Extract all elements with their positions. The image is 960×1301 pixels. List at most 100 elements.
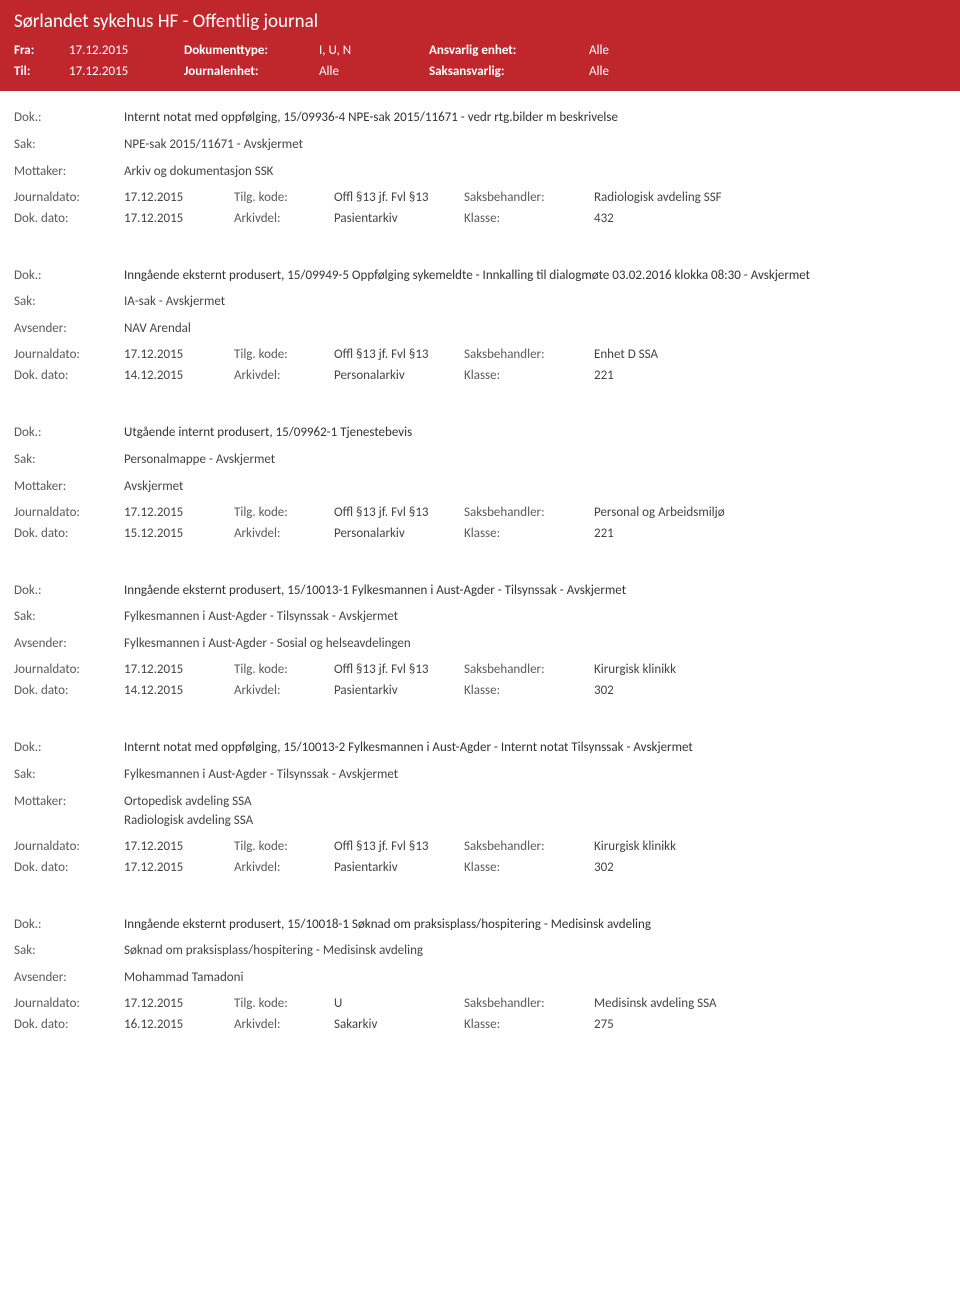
tilgkode-label: Tilg. kode: [234,996,334,1011]
meta-line: Dok. dato:15.12.2015Arkivdel:Personalark… [14,526,946,541]
dokdato-label: Dok. dato: [14,1017,124,1032]
saksansvarlig-value: Alle [589,64,689,79]
saksbehandler-value: Personal og Arbeidsmiljø [594,505,946,520]
dokdato-value: 14.12.2015 [124,368,234,383]
field-row: Dok.:Utgående internt produsert, 15/0996… [14,424,946,443]
journaldato-label: Journaldato: [14,190,124,205]
field-row: Sak:Fylkesmannen i Aust-Agder - Tilsynss… [14,608,946,627]
saksbehandler-label: Saksbehandler: [464,347,594,362]
til-label: Til: [14,64,69,79]
klasse-value: 275 [594,1017,946,1032]
field-row: Sak:Fylkesmannen i Aust-Agder - Tilsynss… [14,766,946,785]
field-value: NAV Arendal [124,320,946,339]
arkivdel-value: Personalarkiv [334,526,464,541]
klasse-label: Klasse: [464,211,594,226]
field-row: Dok.:Inngående eksternt produsert, 15/09… [14,267,946,286]
meta-line: Dok. dato:17.12.2015Arkivdel:Pasientarki… [14,860,946,875]
klasse-label: Klasse: [464,368,594,383]
field-row: Sak:IA-sak - Avskjermet [14,293,946,312]
field-label: Avsender: [14,320,124,339]
field-row: Sak:NPE-sak 2015/11671 - Avskjermet [14,136,946,155]
page-title: Sørlandet sykehus HF - Offentlig journal [14,10,946,33]
arkivdel-value: Pasientarkiv [334,860,464,875]
page-header: Sørlandet sykehus HF - Offentlig journal… [0,0,960,91]
ansvarlig-label: Ansvarlig enhet: [429,43,589,58]
klasse-value: 221 [594,526,946,541]
tilgkode-label: Tilg. kode: [234,347,334,362]
field-value: Avskjermet [124,478,946,497]
saksbehandler-value: Radiologisk avdeling SSF [594,190,946,205]
field-value: Internt notat med oppfølging, 15/10013-2… [124,739,946,758]
journal-entry: Dok.:Inngående eksternt produsert, 15/09… [0,249,960,401]
meta-line: Journaldato:17.12.2015Tilg. kode:Offl §1… [14,505,946,520]
meta-line: Journaldato:17.12.2015Tilg. kode:Offl §1… [14,839,946,854]
field-value: Fylkesmannen i Aust-Agder - Tilsynssak -… [124,766,946,785]
dokdato-value: 16.12.2015 [124,1017,234,1032]
field-value: Arkiv og dokumentasjon SSK [124,163,946,182]
klasse-label: Klasse: [464,1017,594,1032]
saksansvarlig-label: Saksansvarlig: [429,64,589,79]
journaldato-label: Journaldato: [14,839,124,854]
field-value: Utgående internt produsert, 15/09962-1 T… [124,424,946,443]
field-row: Sak:Personalmappe - Avskjermet [14,451,946,470]
field-label: Dok.: [14,739,124,758]
field-row: Avsender:Fylkesmannen i Aust-Agder - Sos… [14,635,946,654]
entries-list: Dok.: Internt notat med oppfølging, 15/09… [0,91,960,1049]
klasse-label: Klasse: [464,860,594,875]
field-value: Internt notat med oppfølging, 15/09936-4… [124,109,946,128]
journal-entry: Dok.:Internt notat med oppfølging, 15/09… [0,91,960,243]
ansvarlig-value: Alle [589,43,689,58]
dokdato-label: Dok. dato: [14,860,124,875]
field-value: Ortopedisk avdeling SSA Radiologisk avde… [124,793,946,831]
field-row: Mottaker:Ortopedisk avdeling SSA Radiolo… [14,793,946,831]
klasse-value: 432 [594,211,946,226]
tilgkode-value: Offl §13 jf. Fvl §13 [334,505,464,520]
journaldato-label: Journaldato: [14,347,124,362]
field-label: Mottaker: [14,478,124,497]
journaldato-value: 17.12.2015 [124,190,234,205]
field-label: Sak: [14,136,124,155]
field-label: Dok.: [14,582,124,601]
fra-value: 17.12.2015 [69,43,184,58]
klasse-value: 302 [594,860,946,875]
field-value: Fylkesmannen i Aust-Agder - Tilsynssak -… [124,608,946,627]
klasse-label: Klasse: [464,683,594,698]
dokdato-value: 15.12.2015 [124,526,234,541]
journaldato-value: 17.12.2015 [124,662,234,677]
tilgkode-label: Tilg. kode: [234,505,334,520]
klasse-label: Klasse: [464,526,594,541]
journaldato-label: Journaldato: [14,662,124,677]
meta-line: Dok. dato:17.12.2015Arkivdel:Pasientarki… [14,211,946,226]
meta-line: Dok. dato:14.12.2015Arkivdel:Personalark… [14,368,946,383]
field-label: Dok.: [14,916,124,935]
meta-line: Journaldato:17.12.2015Tilg. kode:Offl §1… [14,190,946,205]
saksbehandler-value: Kirurgisk klinikk [594,662,946,677]
journal-entry: Dok.:Inngående eksternt produsert, 15/10… [0,898,960,1050]
dokdato-value: 17.12.2015 [124,860,234,875]
field-row: Dok.:Inngående eksternt produsert, 15/10… [14,582,946,601]
journal-entry: Dok.:Internt notat med oppfølging, 15/10… [0,721,960,891]
saksbehandler-label: Saksbehandler: [464,839,594,854]
field-row: Mottaker:Avskjermet [14,478,946,497]
fra-label: Fra: [14,43,69,58]
field-row: Dok.:Inngående eksternt produsert, 15/10… [14,916,946,935]
dokdato-value: 14.12.2015 [124,683,234,698]
saksbehandler-value: Enhet D SSA [594,347,946,362]
header-filter-grid: Fra: 17.12.2015 Dokumenttype: I, U, N An… [14,43,946,79]
field-row: Avsender:Mohammad Tamadoni [14,969,946,988]
field-label: Sak: [14,766,124,785]
tilgkode-label: Tilg. kode: [234,839,334,854]
arkivdel-label: Arkivdel: [234,211,334,226]
meta-line: Dok. dato:14.12.2015Arkivdel:Pasientarki… [14,683,946,698]
dokdato-label: Dok. dato: [14,683,124,698]
saksbehandler-label: Saksbehandler: [464,996,594,1011]
field-value: Inngående eksternt produsert, 15/09949-5… [124,267,946,286]
dokdato-label: Dok. dato: [14,368,124,383]
field-label: Sak: [14,451,124,470]
arkivdel-value: Pasientarkiv [334,211,464,226]
field-value: NPE-sak 2015/11671 - Avskjermet [124,136,946,155]
saksbehandler-label: Saksbehandler: [464,190,594,205]
saksbehandler-value: Medisinsk avdeling SSA [594,996,946,1011]
tilgkode-label: Tilg. kode: [234,662,334,677]
dokdato-value: 17.12.2015 [124,211,234,226]
